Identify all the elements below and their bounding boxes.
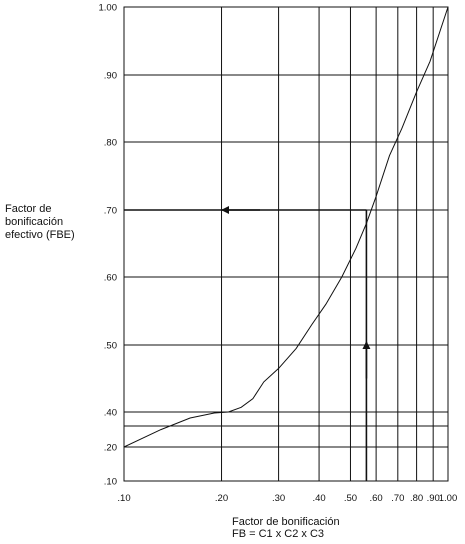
series-line — [123, 6, 449, 448]
y-tick-label: .60 — [104, 273, 117, 284]
plot-frame — [123, 6, 449, 482]
y-tick-labels: .10 .20 .40 .50 .60 .70 .80 .90 1.00 — [99, 3, 118, 488]
y-tick-label: .70 — [104, 206, 117, 217]
y-tick-label: .90 — [104, 71, 117, 82]
x-tick-label: .30 — [272, 493, 285, 504]
x-tick-label: .60 — [370, 493, 383, 504]
x-tick-label: .10 — [117, 493, 130, 504]
x-axis-label: Factor de bonificación FB = C1 x C2 x C3 — [232, 516, 340, 540]
x-tick-label: .80 — [410, 493, 423, 504]
vertical-gridlines — [221, 7, 434, 481]
y-tick-label: .20 — [104, 443, 117, 454]
y-tick-label: 1.00 — [99, 3, 118, 14]
x-tick-label: .70 — [391, 493, 404, 504]
y-tick-label: .50 — [104, 341, 117, 352]
x-tick-labels: .10 .20 .30 .40 .50 .60 .70 .80 .901.00 — [117, 493, 457, 504]
x-axis-label-line: FB = C1 x C2 x C3 — [232, 528, 325, 540]
y-tick-label: .80 — [104, 138, 117, 149]
y-axis-label: Factor de bonificación efectivo (FBE) — [5, 203, 75, 242]
horizontal-gridlines — [124, 74, 448, 448]
y-tick-label: .10 — [104, 477, 117, 488]
x-tick-label: 1.00 — [439, 493, 458, 504]
x-tick-label: .90 — [427, 493, 440, 504]
y-axis-label-line: bonificación — [5, 216, 64, 228]
y-axis-label-line: efectivo (FBE) — [5, 229, 75, 241]
x-axis-label-line: Factor de bonificación — [232, 516, 340, 528]
x-tick-label: .50 — [344, 493, 357, 504]
example-path — [124, 206, 371, 481]
x-tick-label: .40 — [312, 493, 325, 504]
y-tick-label: .40 — [104, 408, 117, 419]
y-axis-label-line: Factor de — [5, 203, 52, 215]
x-tick-label: .20 — [215, 493, 228, 504]
